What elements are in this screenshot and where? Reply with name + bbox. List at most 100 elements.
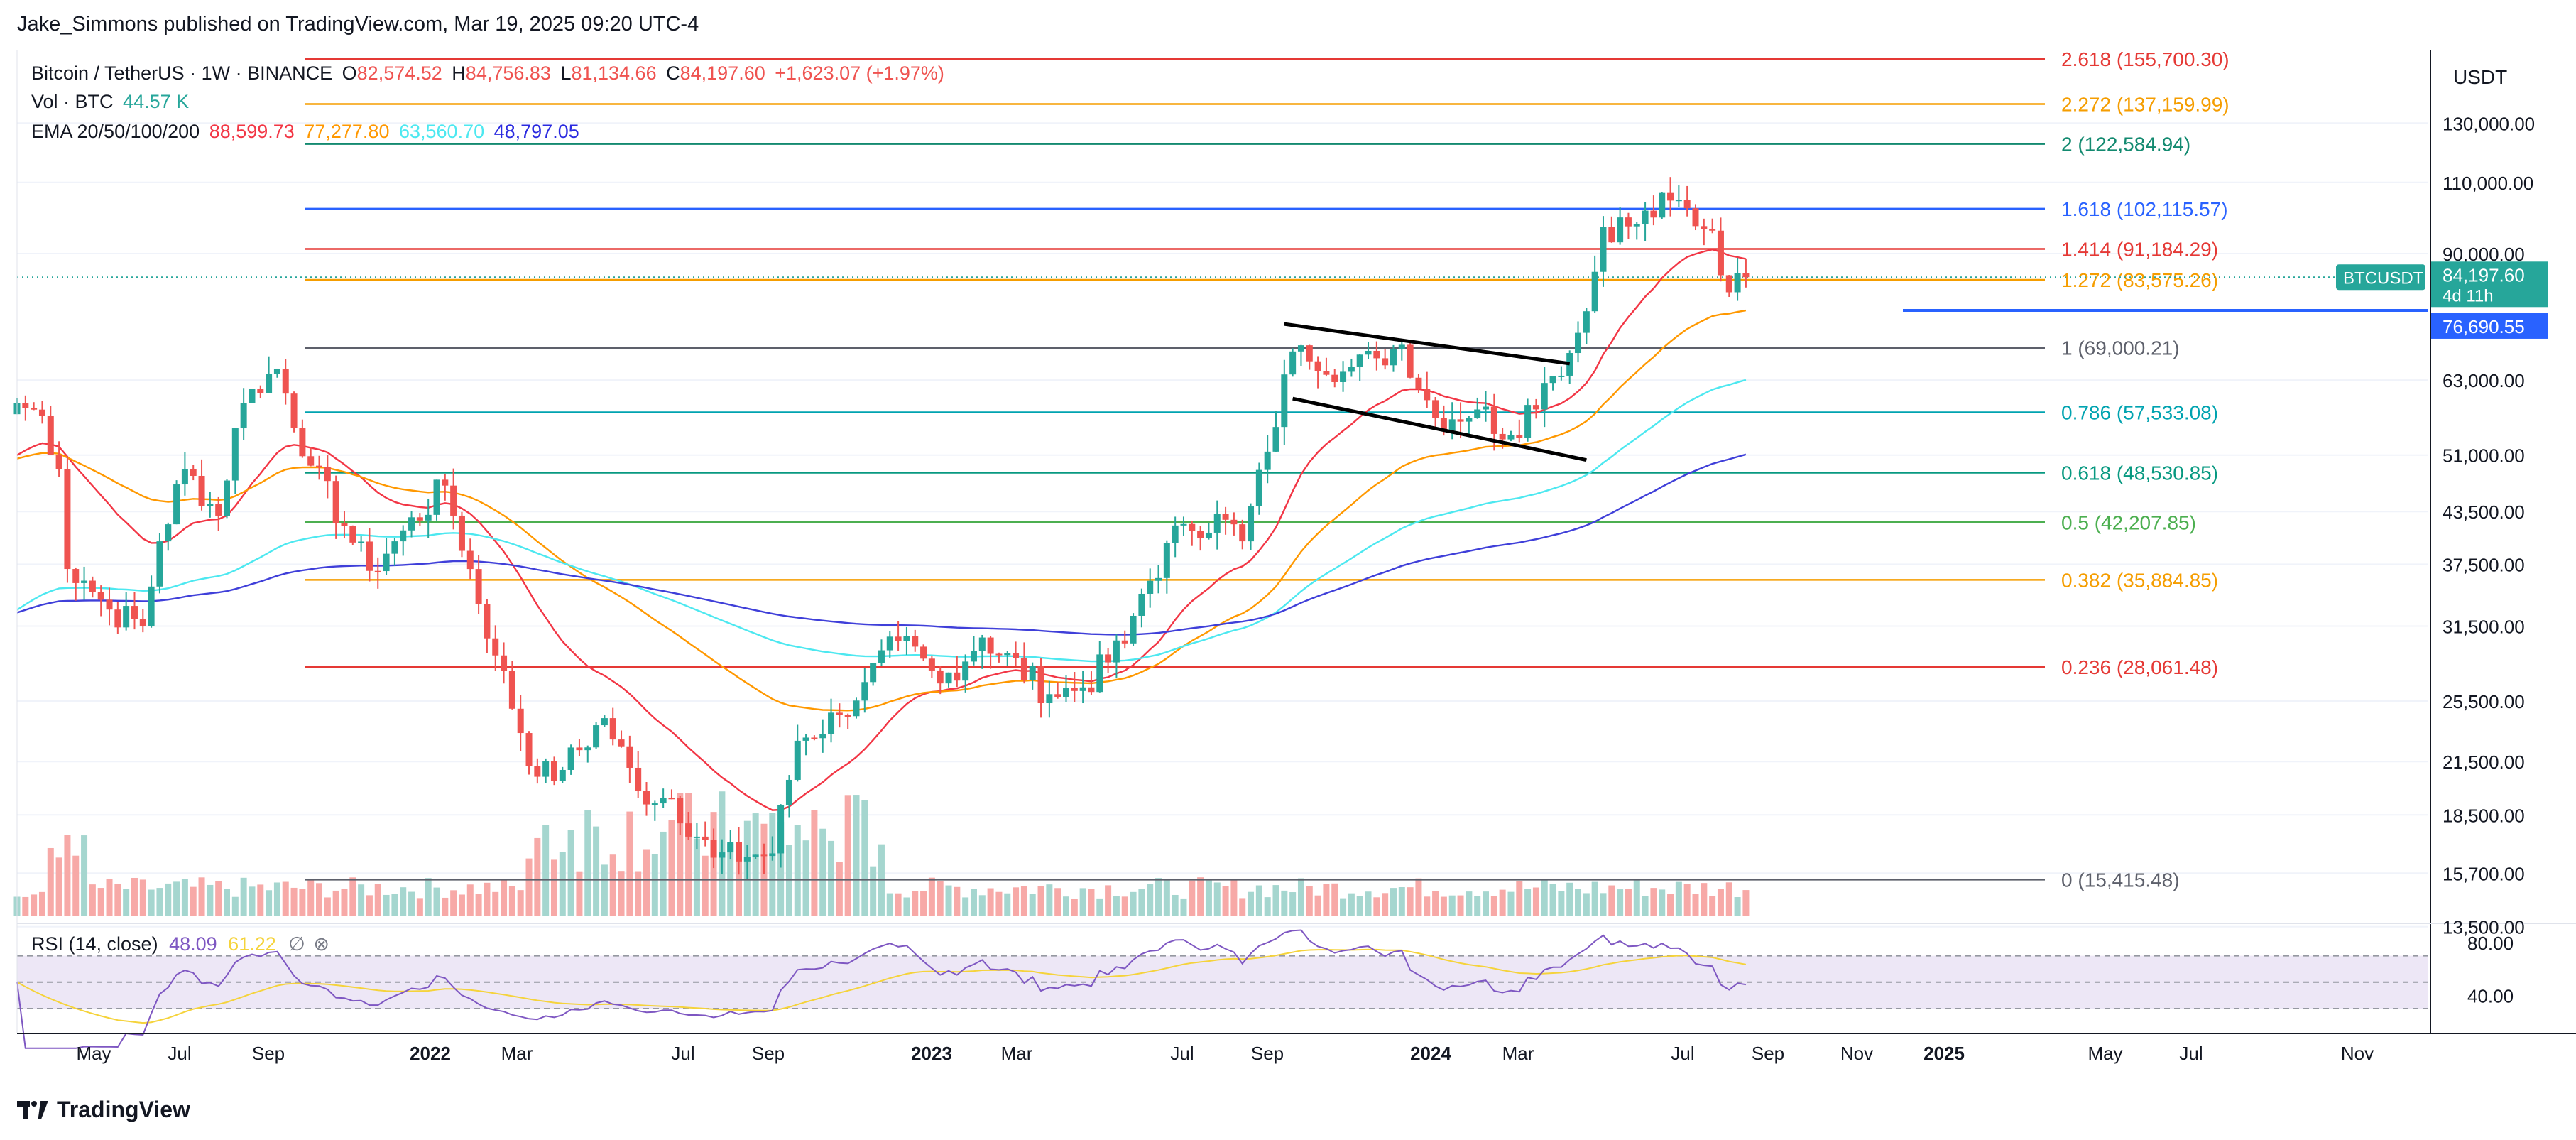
volume-bar xyxy=(1340,898,1347,916)
volume-bar xyxy=(1407,887,1414,916)
candle-body xyxy=(1365,350,1372,355)
symbol-name[interactable]: Bitcoin / TetherUS · 1W · BINANCE xyxy=(31,63,333,84)
candle-body xyxy=(1608,227,1615,243)
time-tick: Jul xyxy=(1671,1043,1694,1064)
volume-bar xyxy=(1314,895,1321,916)
price-tick: 13,500.00 xyxy=(2443,917,2525,938)
symbol-ohlc-line: Bitcoin / TetherUS · 1W · BINANCE O82,57… xyxy=(31,63,949,85)
candle-body xyxy=(878,650,885,664)
volume-bar xyxy=(752,813,759,916)
volume-bar xyxy=(349,877,356,916)
candle-body xyxy=(1147,580,1154,594)
volume-bar xyxy=(408,891,415,916)
volume-bar xyxy=(1105,885,1112,916)
candle-body xyxy=(408,517,415,531)
volume-bar xyxy=(266,890,273,916)
price-axis-unit: USDT xyxy=(2453,66,2507,88)
volume-bar xyxy=(1037,886,1044,916)
time-tick: Jul xyxy=(671,1043,694,1064)
publisher-line: Jake_Simmons published on TradingView.co… xyxy=(17,13,699,36)
volume-bar xyxy=(38,891,45,916)
lower-trendline xyxy=(1292,396,1587,462)
volume-bar xyxy=(484,882,491,916)
candle-body xyxy=(895,636,902,641)
candle-body xyxy=(1734,273,1741,293)
volume-bar xyxy=(1004,893,1011,916)
candle-body xyxy=(1004,653,1011,656)
candle-body xyxy=(567,747,574,770)
change-value: +1,623.07 (+1.97%) xyxy=(775,63,944,84)
settings-icon[interactable]: ⊗ xyxy=(313,933,329,955)
volume-bar xyxy=(1483,891,1489,916)
trendlines xyxy=(1284,322,1587,462)
candle-body xyxy=(802,737,809,741)
volume-bar xyxy=(1264,897,1271,916)
volume-bar xyxy=(198,877,205,916)
volume-bar xyxy=(1230,879,1238,916)
volume-bar xyxy=(861,800,868,916)
volume-bar xyxy=(802,840,809,916)
volume-bar xyxy=(912,891,919,916)
candle-body xyxy=(31,408,38,410)
volume-bar xyxy=(1725,882,1732,916)
candle-body xyxy=(282,369,289,394)
support-badge-text: 76,690.55 xyxy=(2443,316,2525,337)
candle-body xyxy=(1692,208,1699,227)
time-tick: Jul xyxy=(168,1043,191,1064)
tradingview-footer[interactable]: TradingView xyxy=(17,1097,190,1123)
candle-body xyxy=(266,374,273,393)
candle-body xyxy=(1239,524,1246,542)
volume-bar xyxy=(1524,889,1532,916)
volume-bar xyxy=(702,855,709,916)
volume-bar xyxy=(1180,898,1187,916)
volume-bar xyxy=(442,897,449,916)
volume-bar xyxy=(1272,885,1279,916)
candle-body xyxy=(1264,451,1271,470)
volume-legend[interactable]: Vol · BTC 44.57 K xyxy=(31,91,193,113)
volume-bar xyxy=(139,879,146,916)
volume-bar xyxy=(1248,891,1255,916)
volume-bar xyxy=(123,889,130,916)
candle-body xyxy=(1314,361,1321,371)
candle-body xyxy=(1650,210,1657,218)
candle-body xyxy=(1222,514,1229,520)
candle-body xyxy=(811,737,818,739)
volume-bar xyxy=(1734,896,1741,916)
candle-body xyxy=(173,484,180,525)
candle-body xyxy=(64,469,71,570)
candle-body xyxy=(207,504,214,506)
time-tick: Jul xyxy=(2179,1043,2203,1064)
ema-legend[interactable]: EMA 20/50/100/200 88,599.73 77,277.80 63… xyxy=(31,121,584,143)
time-tick: 2024 xyxy=(1410,1043,1451,1064)
candle-body xyxy=(249,389,256,403)
candle-body xyxy=(794,740,801,780)
time-tick: 2023 xyxy=(911,1043,952,1064)
axes xyxy=(16,50,2576,1034)
candle-body xyxy=(1213,514,1221,533)
time-tick: Nov xyxy=(1840,1043,1873,1064)
volume-bar xyxy=(1440,896,1447,916)
volume-bar xyxy=(736,859,743,916)
volume-bar xyxy=(995,891,1003,916)
candle-body xyxy=(1600,227,1607,272)
candle-body xyxy=(299,428,306,457)
candle-body xyxy=(81,580,88,583)
candle-body xyxy=(1474,409,1481,418)
hide-icon[interactable]: ∅ xyxy=(288,933,305,955)
candle-body xyxy=(374,570,381,572)
volume-bar xyxy=(1054,888,1061,916)
rsi-legend[interactable]: RSI (14, close) 48.09 61.22 ∅ ⊗ xyxy=(31,933,329,955)
volume-bar xyxy=(316,883,323,916)
candle-body xyxy=(937,670,944,684)
volume-bar xyxy=(1155,878,1162,916)
volume-bar xyxy=(249,886,256,916)
volume-bar xyxy=(1373,897,1380,916)
volume-bar xyxy=(1382,893,1389,916)
volume-bar xyxy=(114,884,121,916)
price-tick: 25,500.00 xyxy=(2443,691,2525,712)
volume-label: Vol · BTC xyxy=(31,91,114,112)
volume-bar xyxy=(978,895,986,916)
candle-body xyxy=(1448,419,1456,431)
candle-body xyxy=(903,636,910,641)
